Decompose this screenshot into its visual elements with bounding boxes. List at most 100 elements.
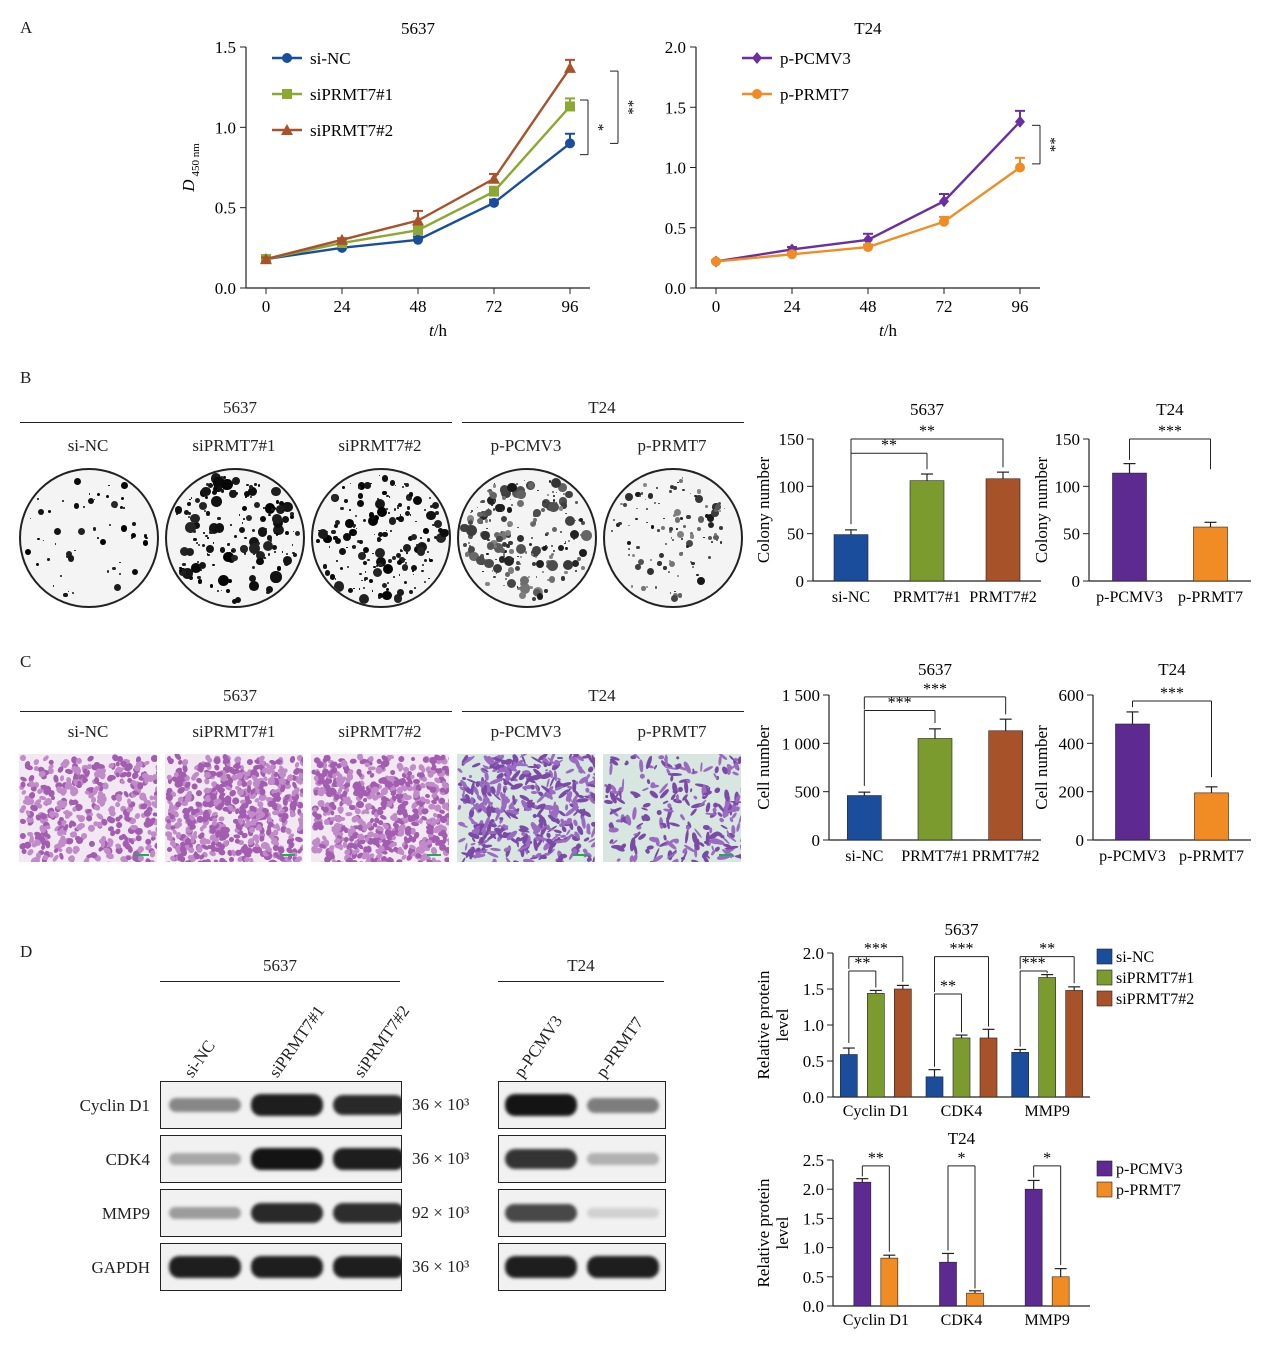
colony bbox=[576, 557, 581, 562]
colony bbox=[376, 556, 387, 567]
blot-band bbox=[505, 1203, 577, 1223]
lane-label: p-PRMT7 bbox=[592, 1013, 648, 1081]
colony bbox=[203, 532, 206, 535]
cell bbox=[324, 754, 331, 762]
x-tick-label: 96 bbox=[1012, 297, 1029, 316]
cell bbox=[135, 834, 143, 841]
colony bbox=[395, 553, 402, 559]
colony bbox=[508, 522, 511, 525]
colony bbox=[214, 529, 217, 531]
x-tick-label: PRMT7#2 bbox=[969, 589, 1037, 606]
blot-band bbox=[505, 1094, 577, 1116]
colony bbox=[382, 490, 387, 496]
blot-strip-5637 bbox=[160, 1243, 402, 1291]
colony bbox=[362, 519, 366, 523]
colony bbox=[210, 496, 222, 507]
cell bbox=[675, 755, 680, 760]
y-axis-label: D450 nm bbox=[179, 143, 202, 193]
significance-label: *** bbox=[888, 694, 912, 711]
colony bbox=[221, 478, 233, 490]
cell bbox=[702, 765, 714, 773]
data-point bbox=[565, 138, 575, 149]
colony bbox=[62, 500, 65, 502]
colony bbox=[509, 556, 513, 560]
cell bbox=[486, 830, 499, 835]
colony-dish-p-pcmv3 bbox=[457, 468, 597, 608]
colony bbox=[649, 559, 652, 562]
colony bbox=[108, 484, 110, 487]
colony bbox=[234, 480, 237, 483]
colony bbox=[673, 508, 681, 516]
colony bbox=[364, 571, 367, 573]
colony bbox=[493, 532, 500, 539]
cell bbox=[446, 812, 449, 819]
colony bbox=[610, 530, 613, 532]
y-tick-label: 1.0 bbox=[803, 1239, 824, 1258]
colony bbox=[396, 517, 400, 521]
colony bbox=[426, 551, 429, 554]
colony bbox=[291, 544, 294, 546]
transwell-image-si-nc bbox=[19, 754, 157, 862]
blot-band bbox=[587, 1208, 659, 1218]
chart-title: 5637 bbox=[910, 400, 945, 419]
colony bbox=[364, 576, 368, 581]
colony bbox=[410, 533, 417, 540]
bar bbox=[939, 1261, 957, 1307]
colony bbox=[397, 560, 403, 566]
colony bbox=[197, 575, 201, 580]
cell bbox=[206, 845, 212, 850]
colony bbox=[641, 586, 646, 592]
data-point bbox=[939, 216, 949, 227]
colony bbox=[402, 564, 409, 571]
colony bbox=[352, 545, 354, 548]
colony bbox=[257, 484, 261, 487]
colony bbox=[426, 510, 436, 521]
cell bbox=[471, 762, 481, 768]
cell bbox=[408, 762, 418, 772]
colony bbox=[397, 503, 403, 508]
colony bbox=[349, 528, 357, 537]
colony bbox=[615, 523, 620, 528]
blot-band bbox=[251, 1094, 323, 1116]
colony bbox=[217, 590, 220, 593]
colony bbox=[706, 514, 715, 522]
colony bbox=[201, 544, 205, 548]
cell bbox=[380, 776, 388, 784]
colony bbox=[249, 495, 252, 498]
colony bbox=[412, 570, 414, 572]
colony bbox=[37, 498, 40, 501]
cell bbox=[713, 765, 720, 774]
colony bbox=[680, 517, 684, 520]
colony bbox=[464, 552, 470, 557]
cell bbox=[167, 757, 174, 765]
colony bbox=[73, 478, 81, 486]
x-tick-label: 24 bbox=[334, 297, 352, 316]
colony bbox=[536, 593, 543, 600]
colony bbox=[695, 495, 697, 498]
data-point bbox=[752, 89, 762, 99]
colony bbox=[349, 482, 352, 485]
colony bbox=[428, 557, 431, 560]
colony bbox=[664, 542, 667, 546]
colony bbox=[329, 574, 336, 580]
colony bbox=[486, 489, 489, 492]
colony bbox=[682, 488, 685, 492]
panel-b-group-5637: 5637 bbox=[223, 398, 257, 417]
colony bbox=[255, 550, 265, 560]
colony bbox=[569, 529, 579, 540]
colony bbox=[191, 563, 201, 573]
colony bbox=[674, 590, 676, 593]
colony bbox=[192, 521, 201, 530]
colony bbox=[247, 486, 257, 496]
colony bbox=[389, 529, 392, 532]
panel-letter-a: A bbox=[20, 18, 33, 37]
colony bbox=[185, 548, 194, 557]
cell bbox=[43, 854, 49, 861]
colony bbox=[571, 559, 579, 567]
colony bbox=[213, 477, 225, 489]
colony bbox=[379, 538, 382, 541]
colony bbox=[658, 502, 660, 505]
bar bbox=[909, 480, 945, 582]
colony bbox=[535, 556, 537, 558]
colony bbox=[387, 582, 390, 585]
